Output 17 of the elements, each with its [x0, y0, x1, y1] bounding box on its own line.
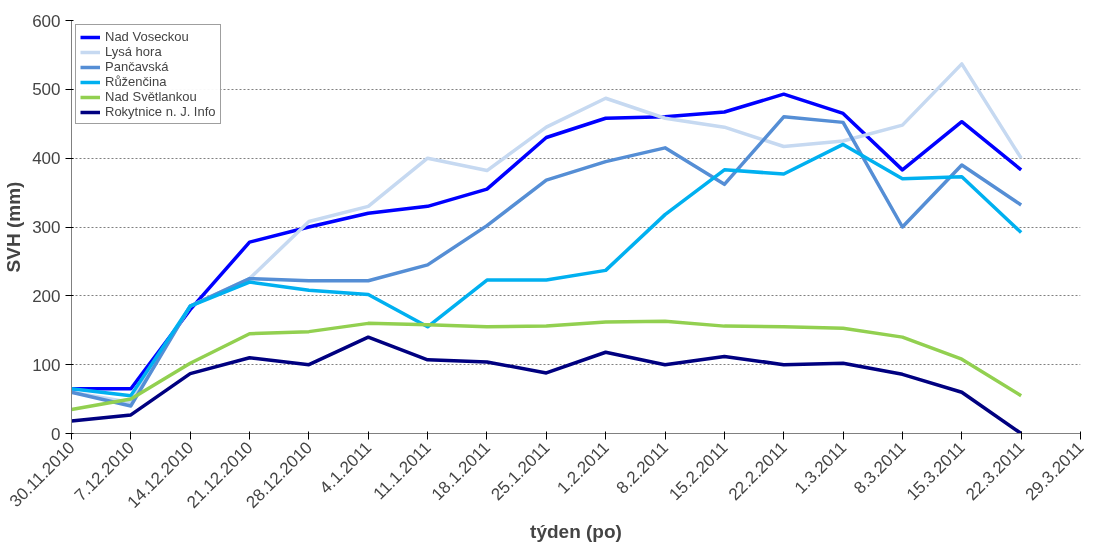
y-tick-label: 0 [51, 424, 61, 444]
legend-label: Pančavská [105, 59, 169, 74]
y-tick-label: 300 [32, 218, 61, 237]
legend-label: Lysá hora [105, 44, 162, 59]
y-tick-label: 600 [32, 11, 61, 31]
legend-label: Nad Světlankou [105, 89, 197, 104]
y-tick-label: 200 [32, 286, 61, 306]
legend-label: Rokytnice n. J. Info [105, 104, 216, 119]
y-tick-label: 500 [32, 80, 61, 100]
line-series [71, 319, 1023, 412]
y-tick-label: 100 [32, 355, 61, 375]
line-series [71, 335, 1023, 434]
y-axis-title: SVH (mm) [3, 181, 25, 273]
x-axis-title: týden (po) [530, 521, 622, 543]
legend-label: Růženčina [105, 74, 167, 89]
legend-label: Nad Voseckou [105, 29, 189, 44]
y-tick-label: 400 [32, 149, 61, 169]
